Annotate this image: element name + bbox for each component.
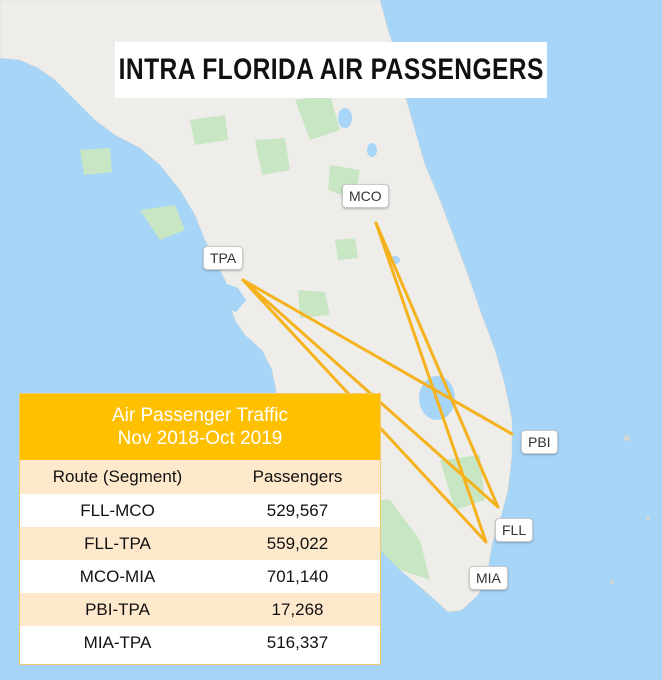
table-subtitle: Nov 2018-Oct 2019 <box>117 428 283 449</box>
park-area-2 <box>295 95 340 140</box>
park-area-5 <box>190 115 228 145</box>
table-row: FLL-TPA 559,022 <box>20 527 380 560</box>
passengers-cell: 516,337 <box>266 632 329 652</box>
airport-label-fll[interactable]: FLL <box>495 518 534 542</box>
airport-label-mia[interactable]: MIA <box>469 566 508 590</box>
passengers-cell: 701,140 <box>266 566 329 586</box>
park-area-8 <box>335 238 358 260</box>
passengers-cell: 529,567 <box>266 500 329 520</box>
passengers-cell: 559,022 <box>266 533 329 553</box>
island-1 <box>624 435 630 441</box>
route-cell: MIA-TPA <box>83 632 152 652</box>
table-row: FLL-MCO 529,567 <box>20 494 380 527</box>
page-title: INTRA FLORIDA AIR PASSENGERS <box>118 53 544 86</box>
table-header: Air Passenger Traffic Nov 2018-Oct 2019 <box>20 394 380 460</box>
route-cell: FLL-MCO <box>80 500 155 520</box>
table-column-headers: Route (Segment) Passengers <box>20 460 380 494</box>
title-banner: INTRA FLORIDA AIR PASSENGERS <box>115 42 547 98</box>
airport-label-tpa[interactable]: TPA <box>203 246 244 270</box>
table-row: MIA-TPA 516,337 <box>20 626 380 659</box>
route-line-mco-mia <box>374 221 488 544</box>
park-area-1 <box>140 205 185 240</box>
island-3 <box>610 580 614 584</box>
column-header-passengers: Passengers <box>252 467 343 486</box>
route-cell: MCO-MIA <box>79 566 156 586</box>
airport-label-pbi[interactable]: PBI <box>521 430 558 454</box>
lake-small-1 <box>338 108 352 128</box>
park-area-7 <box>298 290 330 318</box>
lake-small-2 <box>367 143 377 157</box>
tampa-bay <box>218 282 246 312</box>
route-cell: FLL-TPA <box>84 533 151 553</box>
table-row: PBI-TPA 17,268 <box>20 593 380 626</box>
traffic-table: Air Passenger Traffic Nov 2018-Oct 2019 … <box>19 393 381 665</box>
park-area-6 <box>440 455 485 510</box>
park-area-10 <box>80 148 112 175</box>
table-row: MCO-MIA 701,140 <box>20 560 380 593</box>
route-line-pbi-tpa <box>241 278 514 436</box>
park-area-3 <box>255 138 290 175</box>
table-title: Air Passenger Traffic <box>111 405 288 426</box>
route-line-fll-mco <box>374 221 500 509</box>
route-cell: PBI-TPA <box>85 599 150 619</box>
passengers-cell: 17,268 <box>271 599 324 619</box>
airport-label-mco[interactable]: MCO <box>342 184 389 208</box>
island-2 <box>646 516 650 520</box>
column-header-route: Route (Segment) <box>52 467 183 486</box>
